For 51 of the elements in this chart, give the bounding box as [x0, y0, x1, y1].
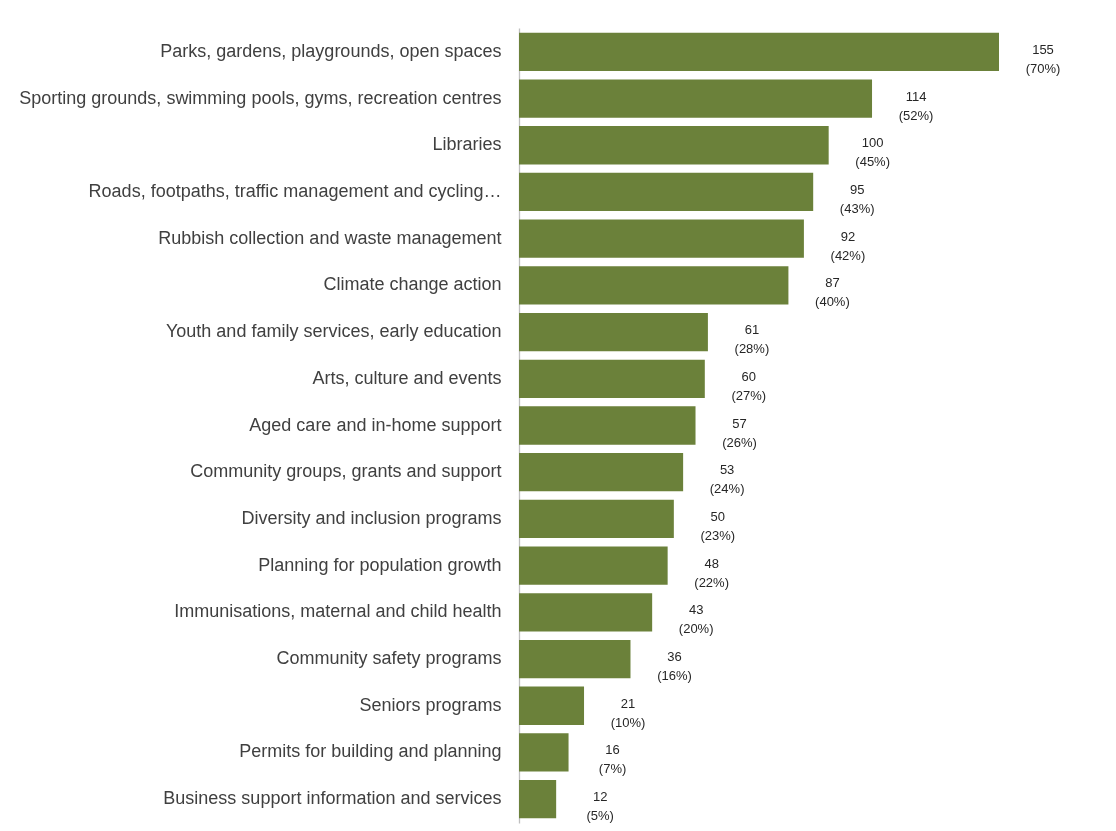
bar: [519, 172, 814, 212]
bar: [519, 126, 829, 165]
y-tick-label: Libraries: [432, 134, 502, 155]
y-tick-label: Seniors programs: [359, 694, 502, 715]
data-label: 57 (26%): [722, 415, 757, 450]
bar: [519, 453, 684, 492]
data-label: 114 (52%): [898, 88, 934, 123]
y-tick-label: Permits for building and planning: [239, 741, 502, 762]
y-tick-label: Parks, gardens, playgrounds, open spaces: [160, 40, 502, 61]
bar: [519, 32, 999, 71]
bar: [519, 312, 708, 352]
y-tick-label: Sporting grounds, swimming pools, gyms, recreation centres: [19, 87, 502, 108]
data-label: 100 (45%): [855, 135, 891, 170]
data-label: 87 (40%): [815, 275, 850, 310]
bar: [519, 266, 789, 305]
data-label: 16 (7%): [598, 742, 627, 777]
data-label: 61 (28%): [734, 322, 770, 357]
data-label: 155 (70%): [1025, 41, 1061, 76]
bar: [519, 780, 557, 819]
bar: [519, 219, 804, 258]
y-tick-label: Arts, culture and events: [312, 367, 502, 388]
bar: [519, 733, 569, 772]
y-tick-label: Youth and family services, early education: [165, 321, 502, 342]
y-tick-label: Planning for population growth: [258, 554, 502, 575]
data-label: 48 (22%): [694, 555, 729, 590]
bar: [519, 593, 653, 632]
bar: [519, 79, 873, 118]
data-label: 60 (27%): [731, 368, 767, 403]
data-label: 43 (20%): [678, 602, 714, 637]
data-label: 36 (16%): [657, 649, 692, 684]
y-tick-label: Aged care and in-home support: [249, 414, 502, 435]
bar: [519, 359, 705, 398]
y-tick-label: Rubbish collection and waste management: [158, 227, 502, 248]
y-tick-label: Business support information and services: [163, 788, 502, 809]
bar: [519, 546, 668, 585]
data-label: 21 (10%): [610, 695, 646, 730]
y-tick-label: Community safety programs: [276, 648, 502, 669]
bar: [519, 406, 696, 445]
data-label: 53 (24%): [709, 462, 745, 497]
y-tick-label: Community groups, grants and support: [190, 461, 502, 482]
bar: [519, 499, 674, 539]
y-tick-label: Climate change action: [323, 274, 502, 295]
data-label: 50 (23%): [700, 508, 736, 543]
data-label: 12 (5%): [586, 789, 614, 824]
y-tick-label: Immunisations, maternal and child health: [174, 601, 502, 622]
data-label: 95 (43%): [839, 181, 875, 216]
data-label: 92 (42%): [830, 228, 866, 263]
bar: [519, 639, 631, 679]
y-tick-label: Diversity and inclusion programs: [241, 507, 502, 528]
y-tick-label: Roads, footpaths, traffic management and cycling…: [88, 180, 502, 201]
bar: [519, 686, 585, 725]
